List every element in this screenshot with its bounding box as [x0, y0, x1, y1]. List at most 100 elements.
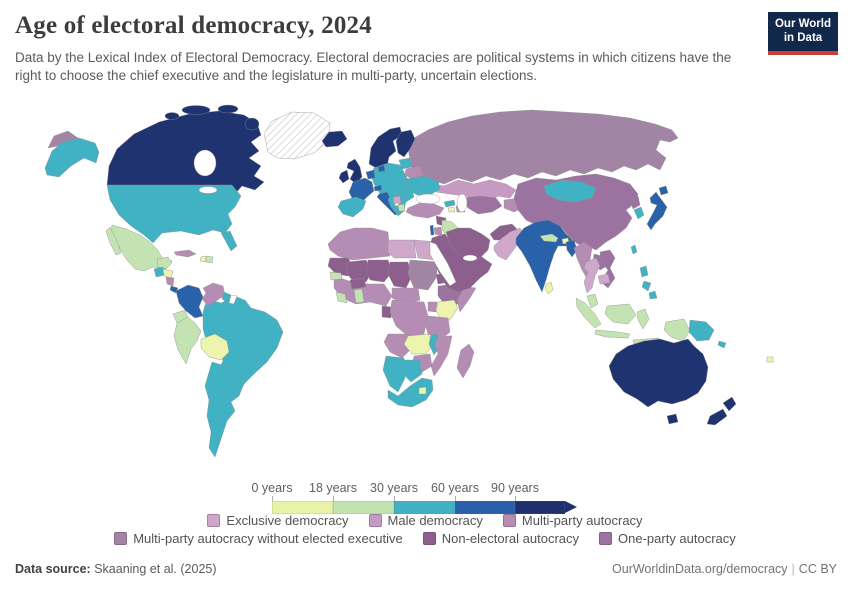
country-turkey[interactable]	[405, 202, 445, 219]
country-burkina-faso[interactable]	[349, 277, 367, 290]
country-new-zealand[interactable]	[706, 408, 728, 426]
legend-item-exclusive-democracy[interactable]: Exclusive democracy	[207, 513, 349, 528]
country-iran[interactable]	[445, 227, 491, 261]
region-spain-portugal[interactable]	[337, 196, 367, 218]
legend-item-multi-party-autocracy[interactable]: Multi-party autocracy	[502, 513, 643, 528]
country-russia[interactable]	[407, 109, 679, 185]
country-botswana[interactable]	[402, 359, 423, 383]
country-finland[interactable]	[395, 129, 416, 158]
country-colombia[interactable]	[175, 284, 204, 319]
country-canada-arctic-islands[interactable]	[164, 112, 180, 120]
country-france[interactable]	[348, 177, 375, 204]
country-cambodia[interactable]	[597, 273, 611, 285]
country-indonesia-sumatra[interactable]	[575, 297, 602, 329]
country-albania-north-macedonia[interactable]	[397, 203, 406, 212]
country-australia-tasmania[interactable]	[666, 413, 679, 425]
country-somalia[interactable]	[456, 285, 477, 313]
country-canada-arctic-islands[interactable]	[181, 105, 211, 115]
country-usa-florida[interactable]	[220, 230, 238, 252]
country-jordan[interactable]	[433, 226, 443, 237]
country-mexico-yucatan[interactable]	[156, 256, 173, 270]
country-madagascar[interactable]	[456, 343, 475, 379]
country-canada[interactable]	[106, 110, 265, 196]
country-ukraine[interactable]	[405, 175, 441, 196]
country-nicaragua[interactable]	[165, 276, 175, 287]
country-mali[interactable]	[345, 259, 373, 283]
country-sierra-leone-liberia[interactable]	[335, 291, 348, 304]
country-namibia[interactable]	[382, 355, 406, 393]
country-sudan[interactable]	[407, 259, 439, 291]
scale-bin-segment[interactable]	[333, 501, 394, 514]
country-argentina-chile[interactable]	[204, 361, 244, 458]
scale-bin-segment[interactable]	[394, 501, 455, 514]
country-south-africa[interactable]	[387, 377, 434, 408]
country-bolivia[interactable]	[200, 333, 230, 361]
region-benelux[interactable]	[365, 169, 376, 180]
country-zambia[interactable]	[403, 333, 434, 355]
country-mozambique[interactable]	[430, 335, 453, 377]
country-alaska[interactable]	[44, 137, 100, 178]
country-iceland[interactable]	[321, 130, 348, 148]
license-label[interactable]: CC BY	[798, 562, 837, 576]
region-central-europe[interactable]	[370, 162, 415, 203]
country-north-korea[interactable]	[629, 195, 641, 210]
country-solomon-islands[interactable]	[717, 340, 727, 349]
country-niger[interactable]	[365, 259, 393, 283]
country-libya[interactable]	[387, 239, 417, 259]
country-peru[interactable]	[173, 316, 202, 365]
owid-url-link[interactable]: OurWorldinData.org/democracy	[612, 562, 788, 576]
country-south-korea[interactable]	[633, 206, 645, 220]
country-canada-arctic-islands[interactable]	[244, 117, 260, 131]
country-united-states[interactable]	[106, 184, 242, 244]
country-mongolia[interactable]	[543, 179, 597, 203]
country-canada-arctic-islands[interactable]	[217, 104, 239, 114]
owid-logo[interactable]: Our World in Data	[768, 12, 838, 55]
country-honduras[interactable]	[162, 268, 174, 279]
country-indonesia-sulawesi[interactable]	[636, 308, 650, 330]
country-serbia-bosnia[interactable]	[392, 195, 402, 205]
country-bangladesh[interactable]	[565, 239, 578, 258]
country-papua-new-guinea[interactable]	[688, 319, 715, 342]
legend-item-multi-party-autocracy-without-elected-executive[interactable]: Multi-party autocracy without elected ex…	[114, 531, 403, 546]
country-armenia[interactable]	[447, 206, 456, 213]
country-ghana[interactable]	[353, 288, 365, 304]
country-philippines[interactable]	[641, 280, 652, 292]
country-dr-congo[interactable]	[389, 299, 429, 339]
country-indonesia-java[interactable]	[594, 329, 631, 339]
country-taiwan[interactable]	[630, 244, 638, 255]
country-nepal[interactable]	[539, 233, 559, 243]
country-greenland[interactable]	[263, 111, 331, 160]
country-philippines[interactable]	[639, 265, 649, 278]
legend-item-non-electoral-autocracy[interactable]: Non-electoral autocracy	[422, 531, 579, 546]
country-mexico-baja[interactable]	[105, 226, 122, 256]
country-malaysia[interactable]	[586, 293, 599, 309]
country-guyana[interactable]	[221, 291, 232, 304]
scale-bin-segment[interactable]	[515, 501, 565, 514]
scale-bin-segment[interactable]	[272, 501, 333, 514]
country-fiji[interactable]	[766, 356, 774, 363]
country-sri-lanka[interactable]	[544, 281, 554, 295]
country-new-zealand[interactable]	[722, 396, 737, 412]
country-philippines[interactable]	[648, 290, 658, 300]
country-ireland[interactable]	[338, 169, 350, 184]
country-uzbekistan-turkmenistan[interactable]	[461, 195, 503, 215]
country-lesotho[interactable]	[418, 386, 427, 395]
country-cuba[interactable]	[173, 249, 197, 258]
country-venezuela[interactable]	[201, 282, 226, 307]
country-uganda[interactable]	[427, 301, 438, 313]
country-dominican-republic[interactable]	[205, 255, 214, 264]
country-gabon-congo[interactable]	[381, 305, 393, 319]
country-kenya[interactable]	[435, 299, 459, 321]
country-japan-hokkaido[interactable]	[658, 185, 669, 196]
legend-item-male-democracy[interactable]: Male democracy	[368, 513, 483, 528]
country-french-guiana[interactable]	[233, 296, 243, 307]
country-denmark[interactable]	[377, 164, 386, 173]
region-baltic-states[interactable]	[398, 157, 413, 170]
country-borneo[interactable]	[604, 303, 637, 325]
country-haiti[interactable]	[199, 255, 207, 263]
country-thailand[interactable]	[583, 257, 601, 294]
legend-item-one-party-autocracy[interactable]: One-party autocracy	[599, 531, 736, 546]
country-georgia[interactable]	[443, 199, 456, 208]
scale-bin-segment[interactable]	[455, 501, 515, 514]
country-kazakhstan[interactable]	[423, 179, 517, 203]
